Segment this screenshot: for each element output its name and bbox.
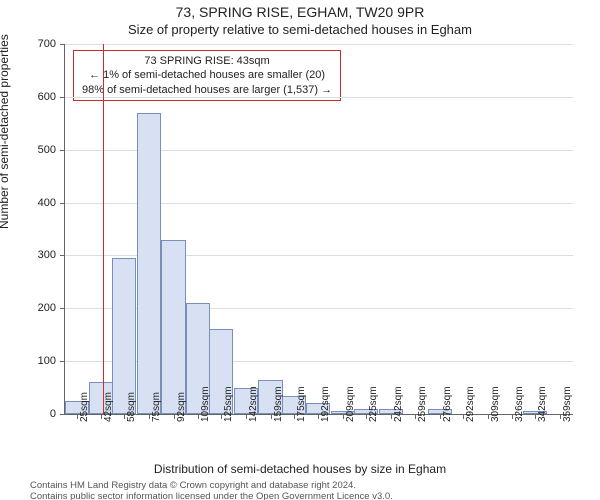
y-tick-label: 400 xyxy=(0,197,56,209)
legend-line2: ← 1% of semi-detached houses are smaller… xyxy=(82,68,332,82)
x-axis-label: Distribution of semi-detached houses by … xyxy=(0,462,600,476)
x-tick-mark xyxy=(294,414,295,419)
x-tick-mark xyxy=(391,414,392,419)
x-tick-label: 159sqm xyxy=(273,386,284,422)
y-tick-mark xyxy=(60,255,65,256)
footer-line1: Contains HM Land Registry data © Crown c… xyxy=(30,480,393,491)
y-tick-mark xyxy=(60,97,65,98)
subtitle: Size of property relative to semi-detach… xyxy=(0,22,600,38)
x-tick-label: 342sqm xyxy=(537,386,548,422)
x-tick-mark xyxy=(463,414,464,419)
y-tick-label: 100 xyxy=(0,355,56,367)
address-title: 73, SPRING RISE, EGHAM, TW20 9PR xyxy=(0,4,600,22)
titles: 73, SPRING RISE, EGHAM, TW20 9PR Size of… xyxy=(0,0,600,38)
y-tick-mark xyxy=(60,414,65,415)
reference-line xyxy=(103,44,104,414)
y-tick-mark xyxy=(60,361,65,362)
x-tick-label: 292sqm xyxy=(465,386,476,422)
gridline xyxy=(65,97,573,98)
x-tick-label: 75sqm xyxy=(151,392,162,422)
x-tick-mark xyxy=(174,414,175,419)
x-tick-label: 25sqm xyxy=(79,392,90,422)
y-tick-mark xyxy=(60,308,65,309)
y-tick-label: 600 xyxy=(0,91,56,103)
y-tick-label: 0 xyxy=(0,408,56,420)
x-tick-mark xyxy=(149,414,150,419)
x-tick-label: 209sqm xyxy=(345,386,356,422)
x-tick-mark xyxy=(198,414,199,419)
histogram-bar xyxy=(137,113,161,414)
x-tick-label: 58sqm xyxy=(126,392,137,422)
histogram-bar xyxy=(112,258,136,414)
y-tick-mark xyxy=(60,203,65,204)
x-tick-mark xyxy=(488,414,489,419)
x-tick-label: 192sqm xyxy=(320,386,331,422)
histogram-bar xyxy=(161,240,185,414)
x-tick-label: 242sqm xyxy=(393,386,404,422)
x-tick-label: 359sqm xyxy=(562,386,573,422)
x-tick-label: 175sqm xyxy=(296,386,307,422)
y-tick-mark xyxy=(60,44,65,45)
legend-box: 73 SPRING RISE: 43sqm ← 1% of semi-detac… xyxy=(73,50,341,101)
x-tick-mark xyxy=(560,414,561,419)
x-tick-label: 309sqm xyxy=(490,386,501,422)
legend-line1: 73 SPRING RISE: 43sqm xyxy=(82,54,332,68)
x-tick-mark xyxy=(77,414,78,419)
plot-area: 73 SPRING RISE: 43sqm ← 1% of semi-detac… xyxy=(64,44,573,415)
chart-container: 73, SPRING RISE, EGHAM, TW20 9PR Size of… xyxy=(0,0,600,500)
legend-line3: 98% of semi-detached houses are larger (… xyxy=(82,83,332,97)
x-tick-mark xyxy=(343,414,344,419)
x-tick-label: 326sqm xyxy=(514,386,525,422)
footer: Contains HM Land Registry data © Crown c… xyxy=(30,480,393,500)
x-tick-label: 92sqm xyxy=(176,392,187,422)
x-tick-label: 109sqm xyxy=(200,386,211,422)
gridline xyxy=(65,44,573,45)
x-tick-mark xyxy=(366,414,367,419)
y-tick-label: 500 xyxy=(0,144,56,156)
y-tick-label: 700 xyxy=(0,38,56,50)
y-tick-mark xyxy=(60,150,65,151)
footer-line2: Contains public sector information licen… xyxy=(30,491,393,500)
x-tick-label: 125sqm xyxy=(223,386,234,422)
x-tick-label: 42sqm xyxy=(103,392,114,422)
x-tick-label: 142sqm xyxy=(248,386,259,422)
x-tick-label: 276sqm xyxy=(442,386,453,422)
x-tick-mark xyxy=(440,414,441,419)
x-tick-mark xyxy=(271,414,272,419)
x-tick-label: 259sqm xyxy=(417,386,428,422)
x-tick-mark xyxy=(246,414,247,419)
y-tick-label: 300 xyxy=(0,249,56,261)
x-tick-label: 225sqm xyxy=(368,386,379,422)
y-tick-label: 200 xyxy=(0,302,56,314)
